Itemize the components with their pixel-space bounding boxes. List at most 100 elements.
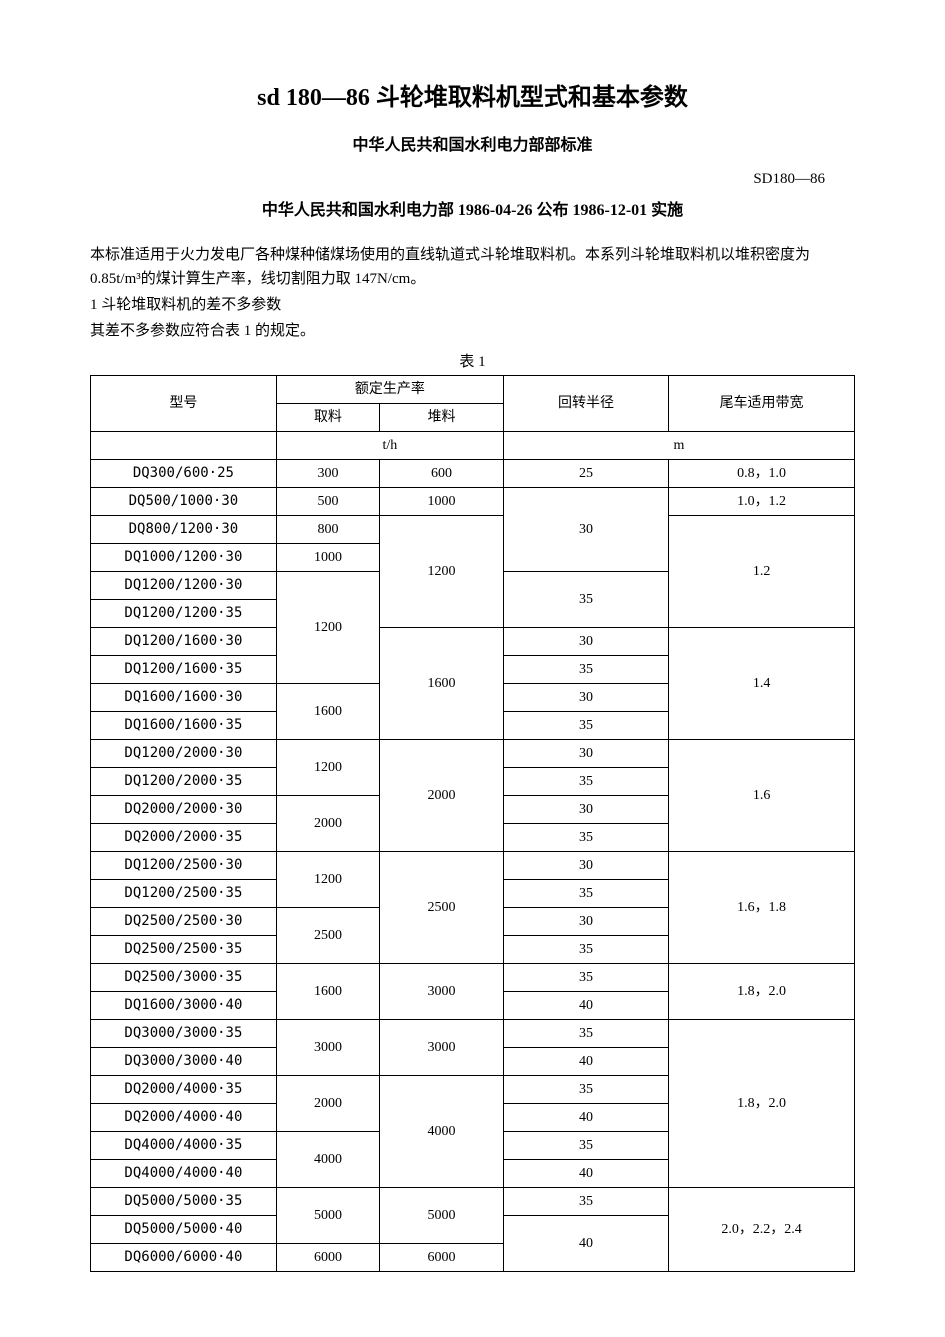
cell-stack: 1000 [380, 488, 504, 516]
cell-radius: 35 [503, 1132, 668, 1160]
cell-model: DQ2500/2500·30 [91, 908, 277, 936]
cell-model: DQ1200/2000·30 [91, 740, 277, 768]
cell-model: DQ1200/2500·30 [91, 852, 277, 880]
cell-radius: 35 [503, 712, 668, 740]
cell-radius: 30 [503, 740, 668, 768]
table-row: DQ1200/1600·30 1600 30 1.4 [91, 628, 855, 656]
cell-fetch: 1600 [276, 964, 379, 1020]
cell-fetch: 3000 [276, 1020, 379, 1076]
th-stack: 堆料 [380, 404, 504, 432]
table-row: DQ300/600·25 300 600 25 0.8，1.0 [91, 460, 855, 488]
paragraph-3: 其差不多参数应符合表 1 的规定。 [90, 319, 855, 343]
table-row: DQ5000/5000·35 5000 5000 35 2.0，2.2，2.4 [91, 1188, 855, 1216]
cell-model: DQ4000/4000·40 [91, 1160, 277, 1188]
cell-fetch: 1600 [276, 684, 379, 740]
cell-fetch: 500 [276, 488, 379, 516]
cell-model: DQ800/1200·30 [91, 516, 277, 544]
cell-stack: 600 [380, 460, 504, 488]
cell-model: DQ1600/1600·35 [91, 712, 277, 740]
doc-subtitle: 中华人民共和国水利电力部部标准 [90, 134, 855, 158]
cell-stack: 6000 [380, 1244, 504, 1272]
cell-stack: 4000 [380, 1076, 504, 1188]
cell-radius: 40 [503, 992, 668, 1020]
table-row: DQ1200/2000·30 1200 2000 30 1.6 [91, 740, 855, 768]
cell-stack: 1200 [380, 516, 504, 628]
cell-fetch: 800 [276, 516, 379, 544]
cell-model: DQ5000/5000·40 [91, 1216, 277, 1244]
cell-radius: 30 [503, 852, 668, 880]
cell-fetch: 2500 [276, 908, 379, 964]
cell-radius: 30 [503, 908, 668, 936]
cell-model: DQ2500/3000·35 [91, 964, 277, 992]
table-row: DQ800/1200·30 800 1200 1.2 [91, 516, 855, 544]
table-row: DQ500/1000·30 500 1000 30 1.0，1.2 [91, 488, 855, 516]
th-rated: 额定生产率 [276, 376, 503, 404]
cell-radius: 40 [503, 1048, 668, 1076]
cell-radius: 30 [503, 488, 668, 572]
cell-model: DQ6000/6000·40 [91, 1244, 277, 1272]
cell-model: DQ3000/3000·40 [91, 1048, 277, 1076]
cell-radius: 40 [503, 1104, 668, 1132]
cell-model: DQ1600/1600·30 [91, 684, 277, 712]
doc-title: sd 180—86 斗轮堆取料机型式和基本参数 [90, 80, 855, 116]
table-row: DQ1200/2500·30 1200 2500 30 1.6，1.8 [91, 852, 855, 880]
paragraph-2: 1 斗轮堆取料机的差不多参数 [90, 293, 855, 317]
th-unit-m: m [503, 432, 854, 460]
cell-belt: 1.2 [669, 516, 855, 628]
cell-radius: 30 [503, 628, 668, 656]
cell-model: DQ1000/1200·30 [91, 544, 277, 572]
cell-belt: 1.0，1.2 [669, 488, 855, 516]
cell-model: DQ1200/1600·35 [91, 656, 277, 684]
cell-fetch: 1000 [276, 544, 379, 572]
cell-radius: 30 [503, 796, 668, 824]
table-row: DQ2500/3000·35 1600 3000 35 1.8，2.0 [91, 964, 855, 992]
paragraph-1: 本标准适用于火力发电厂各种煤种储煤场使用的直线轨道式斗轮堆取料机。本系列斗轮堆取… [90, 243, 855, 291]
cell-radius: 35 [503, 1188, 668, 1216]
cell-fetch: 6000 [276, 1244, 379, 1272]
cell-radius: 25 [503, 460, 668, 488]
th-model: 型号 [91, 376, 277, 432]
cell-fetch: 1200 [276, 852, 379, 908]
cell-stack: 5000 [380, 1188, 504, 1244]
table-row: DQ3000/3000·35 3000 3000 35 1.8，2.0 [91, 1020, 855, 1048]
cell-stack: 3000 [380, 1020, 504, 1076]
cell-model: DQ1200/2500·35 [91, 880, 277, 908]
cell-radius: 40 [503, 1160, 668, 1188]
th-blank [91, 432, 277, 460]
cell-fetch: 2000 [276, 1076, 379, 1132]
standard-code: SD180—86 [90, 168, 855, 191]
header-row-3: t/h m [91, 432, 855, 460]
cell-model: DQ2000/4000·40 [91, 1104, 277, 1132]
header-row-1: 型号 额定生产率 回转半径 尾车适用带宽 [91, 376, 855, 404]
cell-model: DQ500/1000·30 [91, 488, 277, 516]
cell-fetch: 1200 [276, 572, 379, 684]
cell-radius: 35 [503, 1076, 668, 1104]
cell-fetch: 5000 [276, 1188, 379, 1244]
cell-belt: 2.0，2.2，2.4 [669, 1188, 855, 1272]
cell-belt: 1.6，1.8 [669, 852, 855, 964]
cell-belt: 1.4 [669, 628, 855, 740]
cell-belt: 1.8，2.0 [669, 1020, 855, 1188]
cell-radius: 30 [503, 684, 668, 712]
cell-stack: 3000 [380, 964, 504, 1020]
th-fetch: 取料 [276, 404, 379, 432]
cell-radius: 35 [503, 880, 668, 908]
table-caption: 表 1 [90, 351, 855, 374]
publication-line: 中华人民共和国水利电力部 1986-04-26 公布 1986-12-01 实施 [90, 199, 855, 223]
cell-model: DQ300/600·25 [91, 460, 277, 488]
cell-radius: 40 [503, 1216, 668, 1272]
cell-radius: 35 [503, 572, 668, 628]
cell-model: DQ2000/2000·35 [91, 824, 277, 852]
cell-radius: 35 [503, 824, 668, 852]
cell-radius: 35 [503, 1020, 668, 1048]
cell-stack: 2000 [380, 740, 504, 852]
cell-stack: 1600 [380, 628, 504, 740]
th-unit-th: t/h [276, 432, 503, 460]
cell-model: DQ2000/2000·30 [91, 796, 277, 824]
cell-belt: 1.8，2.0 [669, 964, 855, 1020]
cell-radius: 35 [503, 936, 668, 964]
cell-fetch: 1200 [276, 740, 379, 796]
cell-model: DQ2500/2500·35 [91, 936, 277, 964]
cell-model: DQ4000/4000·35 [91, 1132, 277, 1160]
cell-model: DQ2000/4000·35 [91, 1076, 277, 1104]
